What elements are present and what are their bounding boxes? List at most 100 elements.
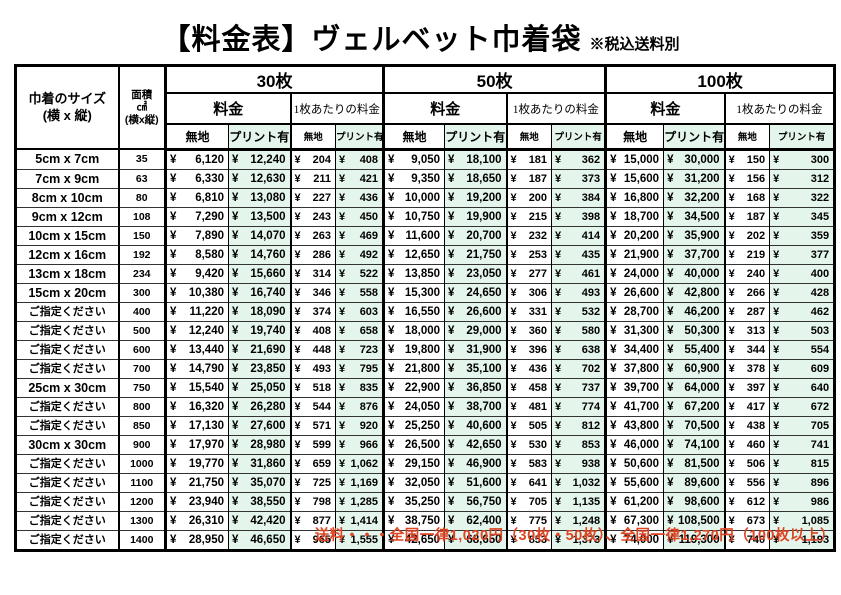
yen-symbol: ¥: [555, 514, 562, 527]
yen-symbol: ¥: [773, 343, 780, 356]
yen-symbol: ¥: [294, 362, 301, 375]
per-piece-print-cell: ¥421: [334, 168, 384, 188]
yen-symbol: ¥: [667, 400, 674, 413]
price-print-cell: ¥14,070: [228, 225, 291, 245]
price-value: 38,550: [250, 495, 286, 508]
yen-symbol: ¥: [170, 267, 177, 280]
price-plain-cell: ¥6,330: [164, 168, 229, 188]
price-print-cell: ¥30,000: [663, 148, 725, 169]
price-plain-cell: ¥19,800: [382, 339, 445, 359]
price-value: 215: [528, 210, 548, 223]
yen-symbol: ¥: [510, 305, 517, 318]
price-value: 331: [528, 305, 548, 318]
price-value: 38,700: [466, 400, 502, 413]
price-print-cell: ¥29,000: [444, 320, 507, 340]
per-piece-print-cell: ¥938: [551, 453, 606, 473]
yen-symbol: ¥: [388, 229, 395, 242]
per-piece-plain-cell: ¥313: [723, 320, 770, 340]
price-value: 16,320: [188, 400, 224, 413]
price-value: 795: [359, 362, 379, 375]
size-cell: 12cm x 16cm: [15, 244, 119, 264]
price-value: 64,000: [684, 381, 720, 394]
price-value: 417: [746, 400, 766, 413]
yen-symbol: ¥: [388, 210, 395, 223]
yen-symbol: ¥: [170, 229, 177, 242]
price-value: 558: [359, 286, 379, 299]
per-piece-plain-cell: ¥673: [723, 510, 770, 530]
yen-symbol: ¥: [610, 343, 617, 356]
per-piece-plain-cell: ¥266: [723, 282, 770, 302]
per-piece-plain-cell: ¥243: [289, 206, 336, 226]
price-print-cell: ¥35,900: [663, 225, 725, 245]
price-value: 544: [312, 400, 331, 413]
yen-symbol: ¥: [339, 514, 346, 527]
table-row: 5cm x 7cm 35 ¥6,120 ¥12,240 ¥204 ¥408 ¥9,050 ¥1…: [15, 148, 835, 169]
price-value: 7,890: [195, 229, 224, 242]
yen-symbol: ¥: [555, 495, 562, 508]
per-piece-plain-cell: ¥448: [289, 339, 336, 359]
price-print-cell: ¥32,200: [663, 187, 725, 207]
per-piece-plain-cell: ¥877: [289, 510, 336, 530]
yen-symbol: ¥: [232, 438, 239, 451]
yen-symbol: ¥: [555, 533, 562, 546]
price-plain-cell: ¥9,420: [164, 263, 229, 283]
area-cell: 108: [117, 206, 166, 226]
price-plain-cell: ¥21,800: [382, 358, 445, 378]
price-value: 42,800: [684, 286, 720, 299]
yen-symbol: ¥: [170, 210, 177, 223]
price-print-cell: ¥35,070: [228, 472, 291, 492]
size-cell: 5cm x 7cm: [15, 148, 119, 169]
print-header: プリント有: [769, 124, 835, 151]
price-plain-cell: ¥32,050: [382, 472, 445, 492]
yen-symbol: ¥: [610, 400, 617, 413]
yen-symbol: ¥: [773, 229, 780, 242]
yen-symbol: ¥: [728, 286, 735, 299]
yen-symbol: ¥: [339, 400, 346, 413]
per-piece-print-cell: ¥1,085: [769, 510, 835, 530]
yen-symbol: ¥: [294, 305, 301, 318]
price-value: 21,900: [623, 248, 660, 261]
price-value: 9,050: [411, 153, 441, 166]
price-value: 408: [312, 324, 331, 337]
yen-symbol: ¥: [170, 514, 177, 527]
yen-symbol: ¥: [170, 248, 177, 261]
yen-symbol: ¥: [728, 514, 735, 527]
area-cell: 192: [117, 244, 166, 264]
price-value: 17,130: [188, 419, 224, 432]
yen-symbol: ¥: [170, 495, 177, 508]
yen-symbol: ¥: [667, 286, 674, 299]
price-value: 200: [528, 191, 548, 204]
price-plain-cell: ¥20,200: [604, 225, 664, 245]
yen-symbol: ¥: [448, 514, 455, 527]
price-value: 397: [746, 381, 766, 394]
yen-symbol: ¥: [448, 172, 455, 185]
table-row: 10cm x 15cm 150 ¥7,890 ¥14,070 ¥263 ¥469 ¥11,6…: [15, 225, 835, 245]
price-plain-cell: ¥13,440: [164, 339, 229, 359]
per-piece-print-cell: ¥603: [334, 301, 384, 321]
yen-symbol: ¥: [388, 191, 395, 204]
price-value: 12,630: [250, 172, 286, 185]
price-plain-cell: ¥23,940: [164, 491, 229, 511]
size-cell: 10cm x 15cm: [15, 225, 119, 245]
shipping-note: 送料・・・全国一律1,020円（30枚・50枚）、全国一律1,270円（100枚…: [314, 528, 835, 544]
per-piece-plain-cell: ¥396: [505, 339, 552, 359]
per-piece-print-cell: ¥1,555: [334, 529, 384, 550]
yen-symbol: ¥: [510, 324, 517, 337]
yen-symbol: ¥: [728, 362, 735, 375]
yen-symbol: ¥: [232, 267, 239, 280]
yen-symbol: ¥: [294, 286, 301, 299]
price-value: 493: [581, 286, 601, 299]
price-value: 360: [528, 324, 548, 337]
table-row: ご指定ください 850 ¥17,130 ¥27,600 ¥571 ¥920 ¥25,250 ¥…: [15, 415, 835, 435]
per-piece-plain-cell: ¥277: [505, 263, 552, 283]
price-value: 25,050: [250, 381, 286, 394]
price-value: 725: [312, 476, 331, 489]
price-value: 10,750: [404, 210, 441, 223]
price-value: 35,100: [466, 362, 502, 375]
page-title: 【料金表】ヴェルベット巾着袋 ※税込送料別: [0, 16, 841, 58]
price-print-cell: ¥14,760: [228, 244, 291, 264]
price-print-cell: ¥13,080: [228, 187, 291, 207]
area-column-header: 面積 ㎠ (横x縦): [117, 65, 166, 150]
print-header: プリント有: [334, 124, 384, 151]
yen-symbol: ¥: [610, 305, 617, 318]
